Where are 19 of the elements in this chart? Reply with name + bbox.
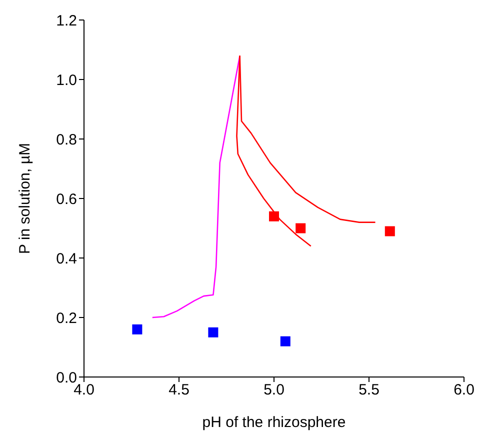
point xyxy=(280,336,290,346)
x-tick-label: 5.0 xyxy=(264,382,284,399)
y-axis-title: P in solution, µM xyxy=(16,143,34,254)
y-tick-label: 1.2 xyxy=(56,12,77,30)
point xyxy=(132,324,142,334)
y-tick-label: 0.4 xyxy=(56,250,77,268)
point xyxy=(269,211,279,222)
y-tick-label: 0.8 xyxy=(56,131,77,148)
line-series xyxy=(152,55,240,318)
x-tick-label: 6.0 xyxy=(454,382,474,399)
y-tick-label: 0.2 xyxy=(56,310,77,327)
y-tick-label: 1.0 xyxy=(56,72,77,89)
x-tick-label: 5.5 xyxy=(358,382,380,399)
point xyxy=(208,327,218,338)
y-tick-label: 0.6 xyxy=(56,190,77,208)
x-axis-title: pH of the rhizosphere xyxy=(202,414,346,431)
point xyxy=(296,223,306,234)
point xyxy=(384,226,395,236)
x-tick-label: 4.5 xyxy=(168,382,190,399)
